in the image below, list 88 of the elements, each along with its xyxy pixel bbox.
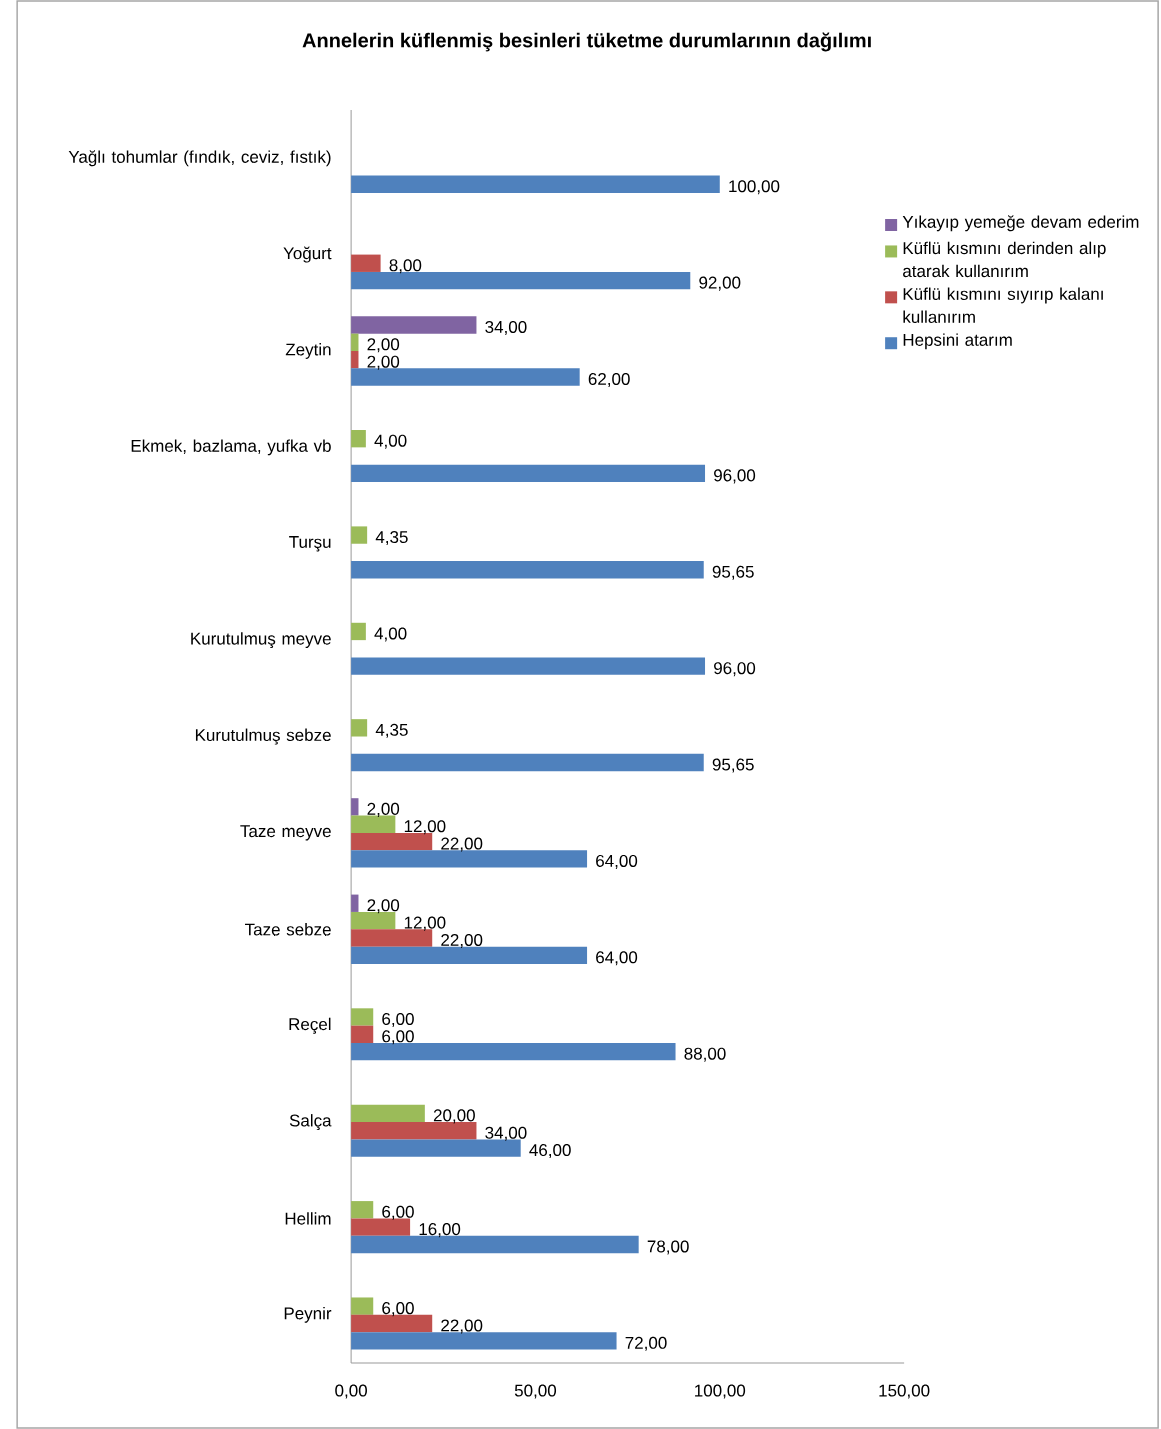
bar [351, 1297, 374, 1315]
data-label: 2,00 [367, 899, 400, 914]
bar [351, 798, 359, 816]
bar [351, 1139, 521, 1157]
bar [351, 333, 359, 351]
data-label: 34,00 [485, 1126, 527, 1141]
bar [351, 1104, 425, 1123]
y-tick-label: Kurutulmuş meyve [191, 632, 331, 649]
y-tick-label: Taze sebze [244, 923, 331, 936]
bar [351, 254, 381, 272]
y-tick-label: Turşu [289, 536, 331, 552]
bar [351, 561, 704, 579]
bar [351, 657, 705, 675]
bar [351, 1043, 676, 1061]
y-tick-label: Taze meyve [240, 825, 331, 841]
bar [351, 316, 477, 334]
data-label: 4,00 [374, 627, 407, 642]
data-label: 12,00 [404, 820, 446, 835]
y-tick-label: Salça [289, 1114, 332, 1131]
data-label: 72,00 [625, 1336, 667, 1351]
bar [351, 464, 705, 483]
data-label: 4,35 [375, 723, 408, 738]
data-label: 95,65 [712, 565, 754, 580]
bar [351, 815, 396, 833]
y-tick-label: Yağlı tohumlar (fındık, ceviz, fıstık) [68, 150, 331, 167]
y-tick-label: Peynir [284, 1306, 332, 1323]
bar [351, 894, 359, 912]
data-label: 6,00 [382, 1302, 414, 1317]
bar [351, 1008, 374, 1026]
y-tick-label: Hellim [285, 1212, 331, 1225]
data-label: 46,00 [529, 1144, 571, 1159]
data-label: 22,00 [441, 933, 483, 948]
bar [351, 368, 580, 386]
bar [351, 1122, 477, 1140]
bar [351, 850, 588, 868]
x-tick-label: 0,00 [335, 1384, 367, 1399]
data-label: 6,00 [382, 1205, 414, 1220]
data-label: 2,00 [367, 802, 400, 817]
data-label: 4,35 [375, 531, 408, 546]
bar [351, 622, 366, 641]
data-label: 6,00 [382, 1012, 414, 1028]
data-label: 34,00 [485, 320, 527, 335]
x-tick-label: 150,00 [879, 1384, 930, 1399]
bar [351, 175, 720, 193]
data-label: 64,00 [596, 854, 638, 869]
bar [351, 1218, 411, 1236]
data-label: 88,00 [684, 1047, 726, 1062]
bar [351, 350, 359, 369]
data-label: 62,00 [588, 372, 630, 388]
data-label: 78,00 [647, 1240, 689, 1255]
bar [351, 1025, 374, 1044]
data-label: 4,00 [374, 434, 407, 449]
data-label: 2,00 [367, 338, 400, 353]
data-label: 95,65 [712, 758, 754, 773]
bar [351, 526, 368, 544]
data-label: 2,00 [367, 355, 400, 370]
legend-label: Hepsini atarım [903, 333, 1012, 350]
data-label: 96,00 [713, 662, 756, 677]
data-label: 12,00 [404, 916, 446, 931]
y-tick-label: Reçel [289, 1017, 331, 1034]
data-label: 6,00 [382, 1030, 414, 1045]
data-label: 100,00 [729, 180, 780, 195]
data-label: 96,00 [713, 469, 756, 484]
y-tick-label: Zeytin [285, 343, 331, 359]
data-label: 22,00 [441, 1319, 483, 1334]
bar [351, 430, 366, 448]
bar [351, 753, 704, 772]
bar [351, 1314, 433, 1333]
y-tick-label: Yoğurt [283, 246, 332, 263]
x-tick-label: 50,00 [514, 1384, 557, 1399]
data-label: 16,00 [419, 1223, 461, 1238]
legend-label: Küflü kısmını sıyırıp kalanı kullanırım [903, 287, 1103, 324]
legend-label: Yıkayıp yemeğe devam ederim [902, 215, 1139, 232]
bar [351, 719, 368, 737]
y-tick-label: Ekmek, bazlama, yufka vb [131, 439, 331, 456]
legend-label: Küflü kısmını derinden alıp atarak kullanırım [902, 241, 1106, 278]
data-label: 22,00 [441, 837, 483, 852]
bar [351, 946, 588, 964]
data-label: 8,00 [389, 259, 422, 274]
y-tick-label: Kurutulmuş sebze [195, 728, 331, 745]
bar [351, 1201, 374, 1219]
bar [351, 929, 433, 947]
chart-title: Annelerin küflenmiş besinleri tüketme durumlarının dağılımı [302, 32, 871, 52]
bar [351, 1332, 617, 1350]
data-label: 64,00 [596, 951, 638, 966]
data-label: 92,00 [699, 276, 741, 291]
data-label: 20,00 [433, 1109, 475, 1124]
x-tick-label: 100,00 [695, 1384, 746, 1399]
